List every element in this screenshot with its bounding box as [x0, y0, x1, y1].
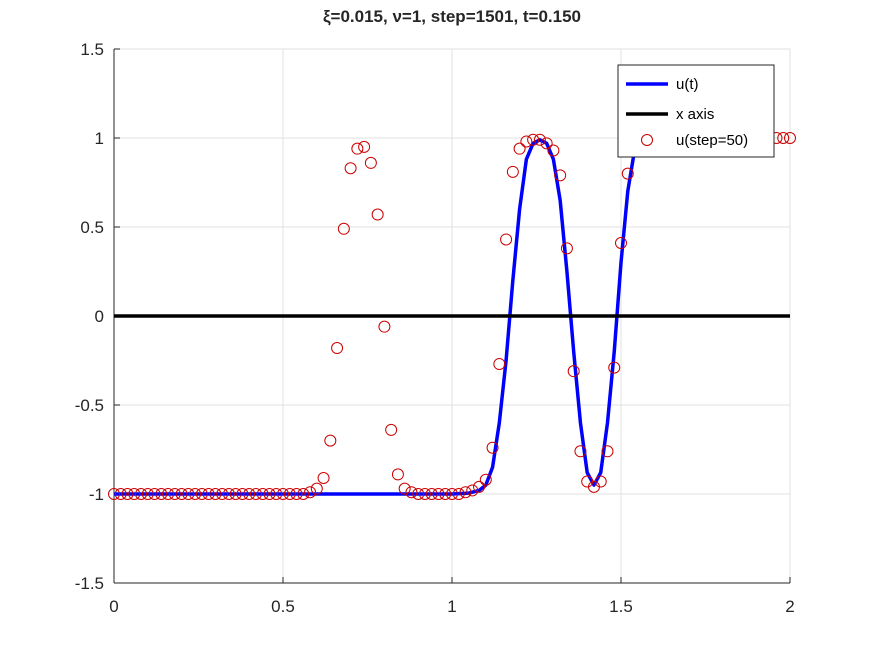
u-step50-point	[209, 488, 222, 500]
legend-box	[617, 64, 775, 158]
u-step50-point	[114, 488, 127, 500]
u-step50-point	[412, 488, 425, 500]
u-step50-point	[277, 488, 289, 500]
u-step50-point	[344, 162, 357, 175]
y-tick-label: 0.5	[80, 218, 104, 237]
u-step50-point	[385, 423, 398, 436]
u-step50-point	[398, 482, 411, 495]
u-step50-point	[310, 482, 323, 495]
u-step50-point	[500, 233, 513, 246]
u-step50-point	[473, 480, 486, 493]
u-step50-point	[229, 488, 242, 500]
u-step50-point	[520, 135, 533, 148]
u-step50-point	[297, 488, 310, 500]
y-tick-label: 0	[95, 307, 104, 326]
u-step50-point	[175, 488, 188, 500]
u-step50-point	[236, 488, 249, 500]
x-tick-label: 2	[785, 597, 794, 616]
u-step50-point	[432, 488, 445, 500]
u-step50-point	[358, 140, 371, 153]
u-step50-point	[405, 486, 418, 499]
u-step50-point	[135, 488, 148, 500]
x-tick-label: 0.5	[271, 597, 295, 616]
u-step50-point	[533, 133, 546, 146]
legend-swatch-marker	[641, 134, 653, 146]
u-step50-point	[128, 488, 141, 500]
u-t-series-line	[114, 137, 640, 496]
u-step50-point	[615, 237, 627, 250]
u-step50-point	[155, 488, 168, 500]
u-step50-point	[108, 488, 120, 500]
y-tick-label: 1	[95, 129, 104, 148]
u-step50-point	[141, 488, 154, 500]
u-step50-point	[222, 488, 235, 500]
x-tick-label: 1.5	[609, 597, 633, 616]
u-step50-point	[324, 434, 337, 447]
y-tick-label: -1.5	[75, 574, 104, 593]
u-step50-point	[439, 488, 452, 500]
chart-title: ξ=0.015, ν=1, step=1501, t=0.150	[323, 7, 581, 26]
u-step50-point	[317, 471, 330, 484]
u-step50-point	[351, 142, 364, 155]
u-step50-point	[452, 488, 465, 500]
u-step50-point	[466, 484, 479, 497]
u-step50-point	[574, 445, 587, 458]
u-step50-point	[493, 358, 506, 371]
u-step50-point	[216, 488, 229, 500]
u-step50-point	[784, 132, 796, 144]
u-step50-point	[601, 445, 614, 458]
u-step50-point	[121, 488, 134, 500]
y-tick-label: 1.5	[80, 40, 104, 59]
legend-entry-label: u(t)	[676, 76, 699, 93]
u-step50-point	[270, 488, 283, 500]
u-step50-point	[202, 488, 215, 500]
u-step50-point	[256, 488, 269, 500]
u-step50-point	[283, 488, 296, 500]
u-step50-point	[479, 473, 492, 486]
u-step50-point	[608, 361, 621, 374]
u-step50-point	[777, 132, 790, 144]
u-step50-point	[547, 144, 560, 157]
u-step50-point	[168, 488, 181, 500]
u-step50-point	[560, 242, 573, 255]
u-step50-point	[506, 165, 519, 178]
u-step50-point	[391, 468, 404, 481]
u-step50-point	[371, 208, 384, 221]
y-tick-label: -0.5	[75, 396, 104, 415]
u-step50-point	[621, 167, 634, 180]
u-step50-point	[425, 488, 438, 500]
u-step50-point	[249, 488, 262, 500]
u-step50-point	[418, 488, 431, 500]
u-step50-point	[594, 475, 607, 488]
u-step50-point	[243, 488, 256, 500]
u-step50-point	[195, 488, 208, 500]
u-step50-point	[540, 137, 553, 150]
u-step50-point	[554, 169, 567, 182]
u-step50-point	[446, 488, 458, 500]
legend-entry-label: u(step=50)	[676, 132, 748, 149]
u-step50-point	[567, 365, 580, 378]
plot-area: 0 0.5 1 1.5 2 1.5 1 0.5 0 -0.5 -1 -1.5 u(t) x axis u(s…	[75, 40, 796, 616]
y-tick-label: -1	[89, 485, 104, 504]
u-step50-point	[162, 488, 175, 500]
u-step50-point	[513, 142, 526, 155]
u-step50-point	[364, 156, 377, 169]
u-step50-point	[378, 320, 391, 333]
u-step50-point	[182, 488, 195, 500]
u-step50-point	[527, 133, 540, 146]
u-step50-point	[331, 342, 344, 355]
u-step50-point	[337, 222, 350, 235]
x-tick-label: 0	[109, 597, 118, 616]
u-step50-point	[148, 488, 161, 500]
u-step50-point	[290, 488, 303, 500]
u-step50-point	[189, 488, 202, 500]
x-tick-label: 1	[447, 597, 456, 616]
u-step50-point	[459, 486, 472, 499]
legend-entry-label: x axis	[676, 106, 714, 123]
u-step50-point	[263, 488, 276, 500]
u-step50-point	[304, 486, 317, 499]
u-step50-point	[486, 441, 499, 454]
